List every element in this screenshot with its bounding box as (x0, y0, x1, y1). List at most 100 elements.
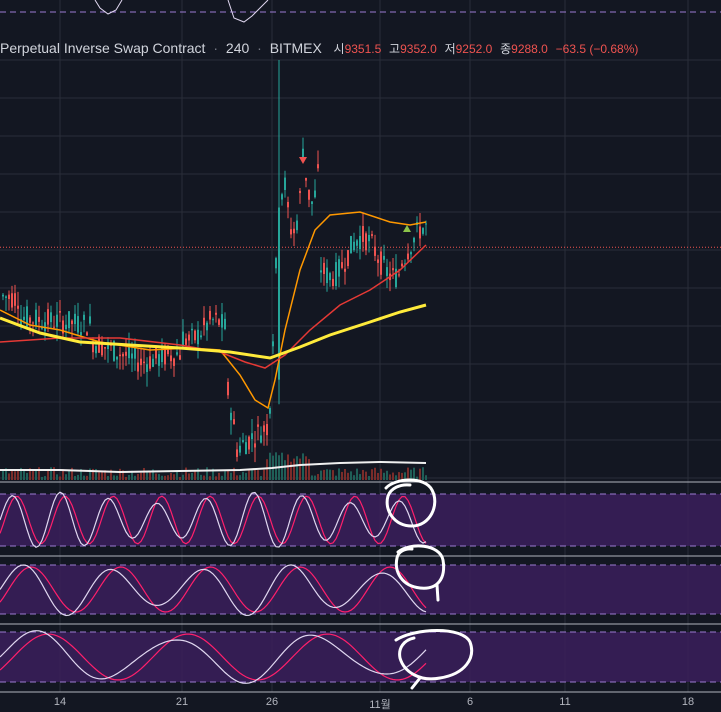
candle-body (101, 342, 103, 356)
candle-body (167, 346, 169, 355)
candle-body (272, 341, 274, 347)
candle-body (143, 361, 145, 364)
volume-bar (155, 473, 157, 480)
volume-bar (221, 475, 223, 480)
candle-body (425, 223, 427, 225)
volume-bar (299, 458, 301, 480)
candle-body (422, 228, 424, 234)
candle-body (122, 353, 124, 357)
volume-bar (8, 473, 10, 480)
low-label: 저 (444, 42, 456, 56)
candle-body (104, 347, 106, 349)
candle-body (50, 312, 52, 323)
oscillator-line (94, 0, 123, 15)
candle-body (398, 274, 400, 276)
candle-body (329, 273, 331, 281)
volume-bar (2, 469, 4, 480)
candle-body (194, 330, 196, 341)
volume-bar (212, 468, 214, 480)
candle-body (26, 306, 28, 327)
volume-bar (77, 474, 79, 480)
oscillator-band (0, 565, 721, 614)
volume-bar (386, 470, 388, 480)
volume-bar (5, 468, 7, 480)
volume-bar (236, 475, 238, 480)
x-tick-label: 18 (681, 696, 695, 708)
oscillator-k-line (0, 630, 427, 684)
volume-bar (290, 461, 292, 480)
candle-body (20, 319, 22, 328)
volume-bar (425, 475, 427, 480)
candle-body (302, 148, 304, 158)
x-tick-label: 14 (53, 696, 67, 708)
candle-body (89, 316, 91, 324)
candle-body (116, 356, 118, 360)
candle-body (119, 354, 121, 357)
x-tick-label: 11월 (369, 699, 391, 711)
candle-body (269, 408, 271, 414)
candle-body (134, 347, 136, 359)
candle-body (278, 207, 280, 380)
volume-bar (230, 472, 232, 480)
volume-bar (413, 467, 415, 480)
oscillator-d-line (0, 495, 427, 545)
volume-bar (29, 468, 31, 480)
candle-body (179, 355, 181, 360)
candle-body (353, 241, 355, 251)
volume-bar (89, 468, 91, 480)
volume-bar (11, 470, 13, 480)
volume-bar (224, 471, 226, 480)
candle-body (44, 322, 46, 332)
candle-body (209, 310, 211, 320)
candle-body (236, 449, 238, 457)
open-value: 9351.5 (344, 42, 382, 56)
candle-body (314, 190, 316, 198)
candle-body (407, 253, 409, 260)
volume-bar (38, 467, 40, 480)
volume-bar (311, 475, 313, 480)
volume-bar (200, 474, 202, 480)
candle-body (377, 259, 379, 263)
candle-body (335, 262, 337, 287)
volume-bar (110, 469, 112, 480)
candle-body (410, 252, 412, 255)
candle-body (371, 234, 373, 236)
volume-bar (389, 474, 391, 480)
volume-bar (383, 472, 385, 480)
candle-body (320, 270, 322, 273)
candle-body (323, 262, 325, 275)
volume-bar (23, 469, 25, 480)
open-label: 시 (333, 42, 345, 56)
volume-bar (239, 475, 241, 480)
candle-body (350, 236, 352, 254)
candle-body (206, 322, 208, 331)
volume-bar (137, 473, 139, 480)
volume-bar (266, 459, 268, 480)
candle-body (383, 255, 385, 260)
ma-slow-line (0, 303, 427, 360)
candle-body (311, 201, 313, 205)
volume-bar (218, 472, 220, 480)
candle-body (74, 313, 76, 325)
volume-bar (347, 472, 349, 480)
volume-bar (245, 472, 247, 480)
x-tick-label: 6 (466, 696, 474, 708)
volume-bar (254, 469, 256, 480)
volume-bar (308, 459, 310, 480)
oscillator-d-line (0, 566, 427, 613)
volume-bar (191, 472, 193, 480)
candle-body (140, 358, 142, 366)
volume-bar (68, 470, 70, 480)
candle-body (8, 294, 10, 300)
volume-bar (407, 467, 409, 480)
candle-body (338, 259, 340, 277)
candle-body (125, 351, 127, 356)
annotation-circle (394, 629, 473, 690)
candle-body (77, 316, 79, 333)
candle-body (5, 296, 7, 298)
candle-body (251, 433, 253, 440)
volume-bar (17, 469, 19, 480)
volume-bar (59, 476, 61, 480)
